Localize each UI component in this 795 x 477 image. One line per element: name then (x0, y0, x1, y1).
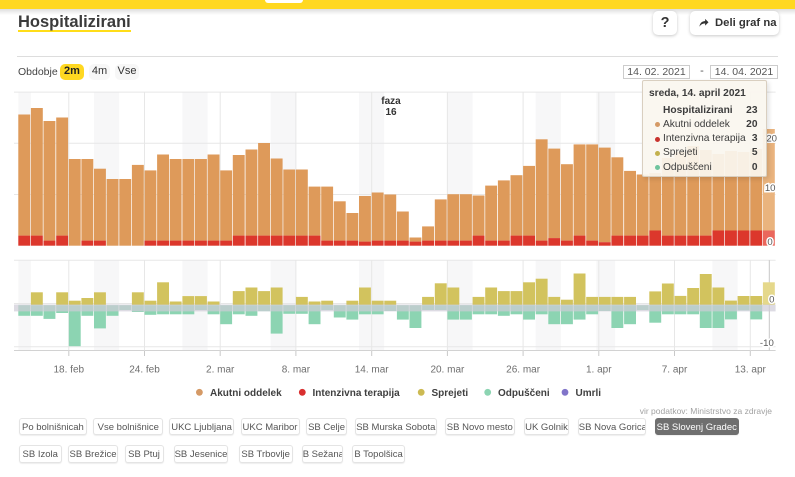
svg-text:0: 0 (769, 295, 774, 306)
svg-text:8. mar: 8. mar (282, 365, 311, 376)
svg-text:2. mar: 2. mar (206, 365, 235, 376)
svg-text:Akutni oddelek: Akutni oddelek (210, 388, 282, 399)
svg-text:18. feb: 18. feb (54, 365, 85, 376)
svg-text:0: 0 (767, 237, 772, 248)
svg-text:Sprejeti: Sprejeti (432, 388, 469, 399)
svg-text:Odpuščeni: Odpuščeni (498, 388, 550, 399)
svg-text:Umrli: Umrli (576, 388, 602, 399)
svg-text:faza: faza (381, 96, 401, 107)
svg-text:20: 20 (766, 134, 777, 145)
svg-text:14. mar: 14. mar (355, 365, 390, 376)
svg-text:26. mar: 26. mar (506, 365, 541, 376)
svg-text:1. apr: 1. apr (586, 365, 612, 376)
svg-text:10: 10 (765, 183, 776, 194)
svg-text:20. mar: 20. mar (430, 365, 465, 376)
svg-text:7. apr: 7. apr (662, 365, 688, 376)
svg-text:24. feb: 24. feb (129, 365, 160, 376)
svg-text:16: 16 (385, 107, 397, 118)
svg-text:Intenzivna terapija: Intenzivna terapija (313, 388, 401, 399)
svg-text:13. apr: 13. apr (735, 365, 767, 376)
svg-text:-10: -10 (760, 338, 774, 349)
